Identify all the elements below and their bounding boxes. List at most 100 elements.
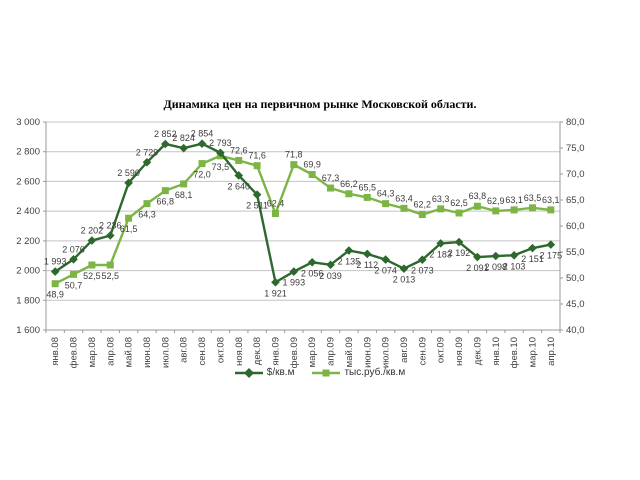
svg-text:1 600: 1 600 bbox=[16, 325, 40, 336]
data-point-label: 63,8 bbox=[469, 191, 487, 201]
data-point bbox=[143, 200, 151, 208]
data-point bbox=[473, 202, 481, 210]
data-point bbox=[473, 252, 482, 262]
svg-text:60,0: 60,0 bbox=[566, 221, 585, 232]
svg-text:50,0: 50,0 bbox=[566, 273, 585, 284]
data-point-label: 62,4 bbox=[267, 199, 285, 209]
data-point bbox=[69, 254, 78, 264]
svg-text:1 800: 1 800 bbox=[16, 295, 40, 306]
data-point bbox=[161, 139, 170, 149]
svg-text:65,0: 65,0 bbox=[566, 195, 585, 206]
data-point bbox=[400, 204, 408, 212]
data-point bbox=[492, 207, 500, 215]
data-point bbox=[235, 156, 243, 164]
svg-text:2 200: 2 200 bbox=[16, 236, 40, 247]
data-point bbox=[105, 231, 115, 240]
data-point bbox=[70, 270, 78, 278]
rub-series-marker-icon bbox=[312, 369, 341, 376]
svg-text:2 400: 2 400 bbox=[16, 206, 40, 217]
data-point-label: 2 824 bbox=[172, 133, 195, 143]
svg-text:июл.08: июл.08 bbox=[160, 337, 171, 368]
data-point-label: 52,5 bbox=[83, 271, 101, 281]
data-point-label: 2 202 bbox=[81, 226, 104, 236]
data-point bbox=[252, 190, 262, 199]
svg-text:фев.10: фев.10 bbox=[509, 337, 520, 368]
data-point-label: 1 993 bbox=[44, 257, 67, 267]
data-point-label: 1 993 bbox=[283, 278, 306, 288]
svg-text:апр.09: апр.09 bbox=[326, 337, 337, 366]
data-point bbox=[363, 193, 371, 201]
data-point bbox=[87, 236, 97, 245]
data-point-label: 2 039 bbox=[319, 271, 342, 281]
data-point-label: 2 854 bbox=[191, 129, 214, 139]
x-axis-labels: янв.08 фев.08 мар.08 апр.08 май.08 июн.08 июл.… bbox=[50, 337, 557, 368]
data-point bbox=[436, 239, 445, 248]
data-point-label: 62,9 bbox=[487, 196, 505, 206]
svg-text:45,0: 45,0 bbox=[566, 299, 585, 310]
svg-text:янв.09: янв.09 bbox=[270, 337, 281, 366]
svg-text:июл.09: июл.09 bbox=[381, 337, 392, 368]
svg-text:фев.09: фев.09 bbox=[289, 337, 300, 368]
data-point-label: 72,0 bbox=[193, 170, 211, 180]
data-point-label: 66,2 bbox=[340, 179, 358, 189]
svg-text:окт.08: окт.08 bbox=[215, 337, 226, 363]
data-point bbox=[399, 264, 409, 273]
data-point-label: 61,5 bbox=[120, 224, 138, 234]
data-point-label: 68,1 bbox=[175, 190, 193, 200]
data-point bbox=[307, 257, 317, 267]
svg-text:40,0: 40,0 bbox=[566, 325, 585, 336]
data-point bbox=[455, 209, 463, 217]
svg-text:мар.10: мар.10 bbox=[527, 337, 538, 367]
data-point bbox=[491, 251, 501, 261]
data-point-label: 2 183 bbox=[429, 249, 452, 259]
data-point bbox=[180, 180, 188, 188]
data-point-label: 2 511 bbox=[246, 201, 268, 211]
data-point bbox=[326, 260, 335, 270]
data-point bbox=[234, 171, 244, 180]
data-point bbox=[106, 261, 114, 269]
y-axis-left-labels: 1 600 1 800 2 000 2 200 2 400 2 600 2 800 3 000 bbox=[16, 117, 46, 336]
svg-text:3 000: 3 000 bbox=[16, 117, 40, 128]
data-point-label: 62,2 bbox=[414, 200, 432, 210]
svg-text:янв.08: янв.08 bbox=[50, 337, 61, 366]
data-point-label: 48,9 bbox=[46, 290, 64, 300]
data-point-label: 67,3 bbox=[322, 173, 340, 183]
data-point-label: 2 175 bbox=[540, 251, 563, 261]
data-point bbox=[197, 139, 207, 148]
data-point-label: 2 852 bbox=[154, 129, 177, 139]
data-point-label: 2 103 bbox=[503, 261, 526, 271]
data-point-label: 66,8 bbox=[157, 197, 175, 207]
data-point bbox=[216, 148, 225, 158]
data-point-label: 2 013 bbox=[393, 275, 416, 285]
svg-text:фев.08: фев.08 bbox=[69, 337, 80, 368]
svg-text:дек.08: дек.08 bbox=[252, 337, 263, 365]
svg-text:июн.09: июн.09 bbox=[362, 337, 373, 368]
svg-text:ноя.09: ноя.09 bbox=[454, 337, 465, 366]
svg-text:май.08: май.08 bbox=[124, 337, 135, 367]
data-point-label: 2 112 bbox=[356, 260, 378, 270]
data-point bbox=[345, 190, 353, 198]
data-point-label: 71,6 bbox=[248, 151, 266, 161]
svg-text:июн.08: июн.08 bbox=[142, 337, 153, 368]
svg-text:авг.08: авг.08 bbox=[179, 337, 190, 363]
svg-text:70,0: 70,0 bbox=[566, 169, 585, 180]
series-rub-labels: 48,950,752,5 52,561,564,366,868,172,073,5… bbox=[46, 145, 559, 299]
svg-text:сен.09: сен.09 bbox=[417, 337, 428, 366]
data-point bbox=[418, 211, 426, 219]
chart-title: Динамика цен на первичном рынке Московск… bbox=[163, 97, 477, 111]
legend-item-rub: тыс.руб./кв.м bbox=[312, 367, 405, 378]
data-point-label: 63,4 bbox=[395, 193, 413, 203]
data-point bbox=[51, 280, 59, 288]
data-point-label: 2 793 bbox=[209, 138, 232, 148]
data-point bbox=[125, 214, 133, 222]
legend-label-rub: тыс.руб./кв.м bbox=[344, 367, 406, 378]
data-point-label: 71,8 bbox=[285, 150, 303, 160]
data-point-label: 2 073 bbox=[411, 266, 434, 276]
svg-text:2 000: 2 000 bbox=[16, 266, 40, 277]
data-point-label: 2 135 bbox=[338, 257, 361, 267]
y-axis-right-labels: 40,0 45,0 50,0 55,0 60,0 65,0 70,0 75,0 80,0 bbox=[560, 117, 585, 336]
chart-legend: $/кв.м тыс.руб./кв.м bbox=[0, 367, 640, 378]
data-point bbox=[50, 267, 60, 276]
legend-item-usd: $/кв.м bbox=[234, 367, 294, 378]
